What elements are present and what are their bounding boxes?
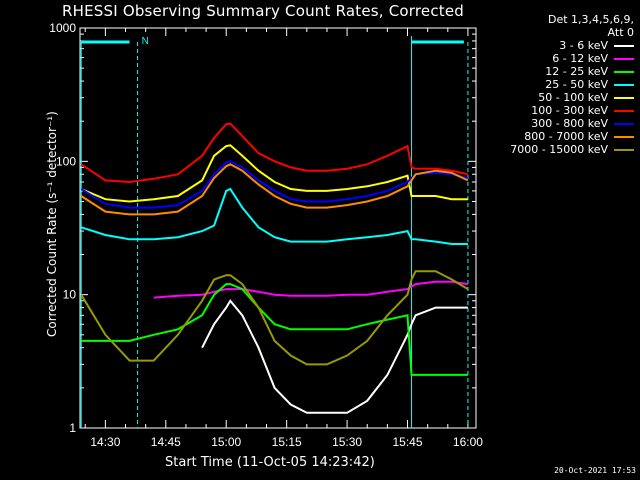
legend-item-label: 7000 - 15000 keV [510,143,608,156]
night-annotation: N [142,36,149,47]
legend-item: 300 - 800 keV [478,117,638,130]
legend-swatch [614,58,634,60]
legend-item-label: 300 - 800 keV [531,117,608,130]
legend-item-label: 3 - 6 keV [559,39,608,52]
legend-item: 50 - 100 keV [478,91,638,104]
legend-swatch [614,84,634,86]
legend-item-label: 50 - 100 keV [538,91,608,104]
x-tick-label: 15:15 [272,435,302,449]
legend-item-label: 6 - 12 keV [552,52,608,65]
legend-header-detectors: Det 1,3,4,5,6,9, [547,13,634,26]
series-line [81,283,468,376]
legend-item: 800 - 7000 keV [478,130,638,143]
legend-swatch [614,136,634,138]
legend: Det 1,3,4,5,6,9, Att 0 3 - 6 keV 6 - 12 k… [478,13,638,156]
series-line [201,299,468,414]
x-axis-label: Start Time (11-Oct-05 14:23:42) [165,455,375,470]
y-tick-label: 10 [63,288,77,302]
x-tick-label: 15:45 [393,435,423,449]
y-tick-label: 1000 [49,21,76,35]
legend-item: 6 - 12 keV [478,52,638,65]
legend-swatch [614,45,634,47]
legend-item: 25 - 50 keV [478,78,638,91]
series-line [80,270,469,366]
series-line [80,122,469,184]
legend-item-label: 800 - 7000 keV [524,130,608,143]
legend-item: 7000 - 15000 keV [478,143,638,156]
x-tick-label: 14:45 [151,435,181,449]
legend-item-label: 25 - 50 keV [545,78,608,91]
series-line [80,144,468,203]
y-tick-label: 1 [69,421,76,435]
legend-item: 100 - 300 keV [478,104,638,117]
legend-item: 3 - 6 keV [478,39,638,52]
series-line [80,187,468,245]
chart-title: RHESSI Observing Summary Count Rates, Co… [62,2,465,20]
series-line [80,163,469,216]
legend-swatch [614,110,634,112]
legend-swatch [614,149,634,151]
plot-frame [79,27,477,429]
series-line [153,280,469,299]
y-tick-label: 100 [56,154,76,168]
legend-swatch [614,71,634,73]
legend-header-attenuator: Att 0 [607,26,634,39]
x-tick-label: 15:00 [211,435,241,449]
legend-swatch [614,97,634,99]
legend-item-label: 12 - 25 keV [545,65,608,78]
x-tick-label: 16:00 [453,435,483,449]
legend-swatch [614,123,634,125]
series-line [80,160,469,209]
x-tick-label: 15:30 [332,435,362,449]
legend-item: 12 - 25 keV [478,65,638,78]
x-tick-label: 14:30 [90,435,120,449]
generation-timestamp: 20-Oct-2021 17:53 [554,466,636,475]
legend-item-label: 100 - 300 keV [531,104,608,117]
